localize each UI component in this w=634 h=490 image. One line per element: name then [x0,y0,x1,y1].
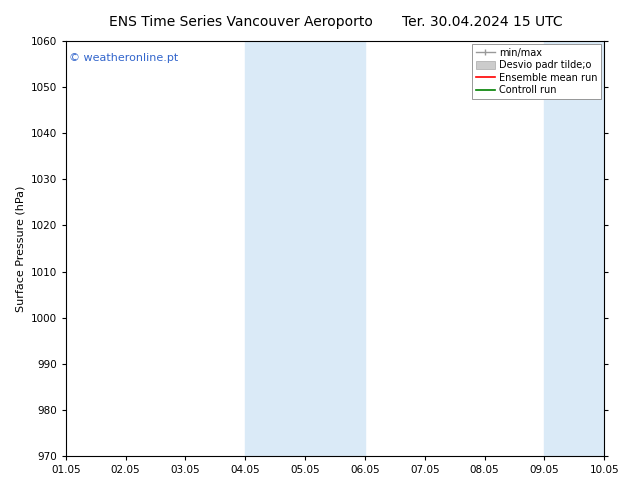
Bar [545,41,604,456]
Legend: min/max, Desvio padr tilde;o, Ensemble mean run, Controll run: min/max, Desvio padr tilde;o, Ensemble m… [472,44,601,99]
Text: ENS Time Series Vancouver Aeroporto: ENS Time Series Vancouver Aeroporto [109,15,373,29]
Y-axis label: Surface Pressure (hPa): Surface Pressure (hPa) [15,185,25,312]
Text: © weatheronline.pt: © weatheronline.pt [68,53,178,64]
Text: Ter. 30.04.2024 15 UTC: Ter. 30.04.2024 15 UTC [401,15,562,29]
Bar [245,41,365,456]
